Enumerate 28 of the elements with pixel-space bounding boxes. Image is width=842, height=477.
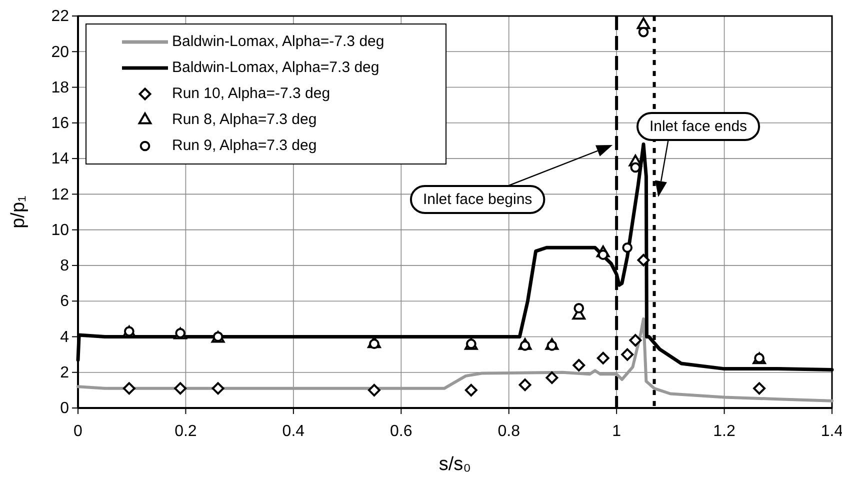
y-tick-label: 18 xyxy=(51,79,70,96)
legend-label: Baldwin-Lomax, Alpha=-7.3 deg xyxy=(172,32,384,50)
x-tick-label: 0.6 xyxy=(390,423,412,440)
y-tick-label: 0 xyxy=(60,400,70,418)
annotation: Inlet face begins xyxy=(422,190,532,208)
x-tick-label: 0.2 xyxy=(174,423,197,440)
x-tick-label: 0.8 xyxy=(498,423,520,440)
x-tick-label: 0 xyxy=(74,423,83,440)
y-tick-label: 6 xyxy=(60,293,70,310)
x-tick-label: 1.2 xyxy=(713,423,736,440)
y-tick-label: 10 xyxy=(51,222,70,239)
y-tick-label: 20 xyxy=(51,44,70,61)
annotation: Inlet face ends xyxy=(649,118,748,135)
y-tick-label: 22 xyxy=(51,8,70,26)
x-tick-label: 0.4 xyxy=(282,423,305,440)
y-tick-label: 2 xyxy=(60,364,70,382)
y-tick-label: 14 xyxy=(51,150,70,168)
y-tick-label: 8 xyxy=(60,258,70,275)
legend-label: Run 8, Alpha=7.3 deg xyxy=(172,110,317,128)
x-axis-title: s/s₀ xyxy=(438,454,472,475)
y-tick-label: 12 xyxy=(51,186,70,204)
x-tick-label: 1 xyxy=(612,423,622,440)
y-axis-title: p/p₁ xyxy=(8,196,29,228)
y-tick-label: 4 xyxy=(60,328,70,346)
legend-label: Run 9, Alpha=7.3 deg xyxy=(172,136,317,154)
legend-label: Baldwin-Lomax, Alpha=7.3 deg xyxy=(172,58,380,76)
y-tick-label: 16 xyxy=(51,115,70,132)
legend-label: Run 10, Alpha=-7.3 deg xyxy=(172,84,330,102)
